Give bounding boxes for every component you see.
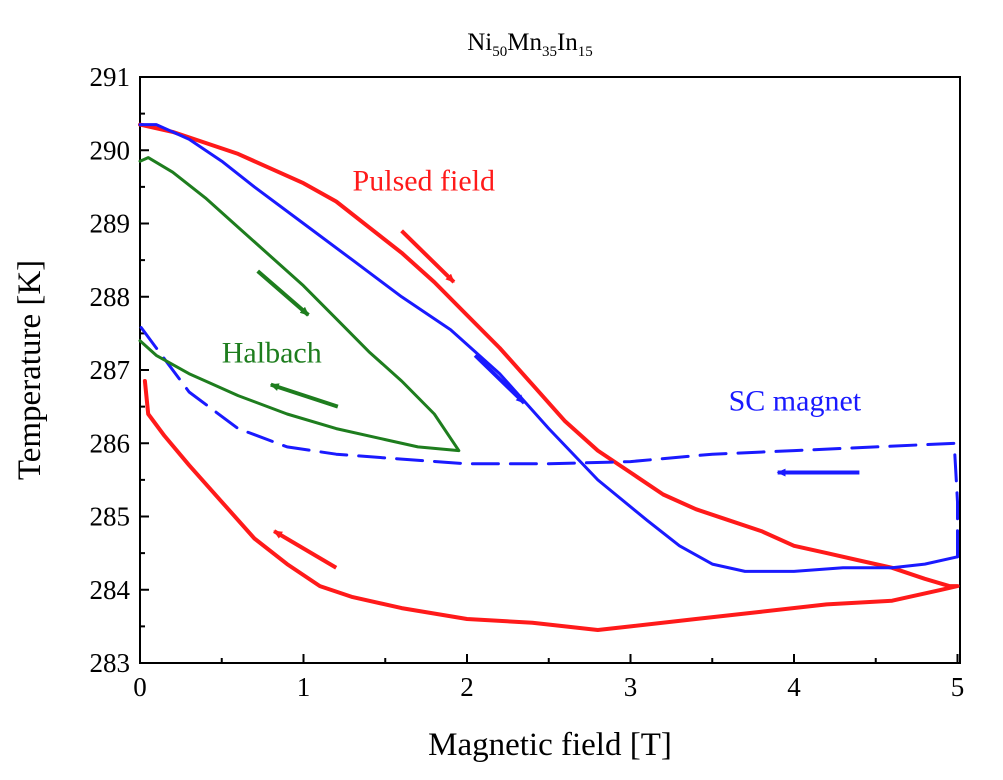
title-part: 35: [542, 44, 557, 60]
annotation-layer: Pulsed field SC magnet Halbach: [222, 165, 862, 418]
y-tick-label: 284: [90, 575, 131, 605]
y-tick-label: 287: [90, 355, 131, 385]
y-tick-label: 283: [90, 648, 131, 678]
series-line-sc_up: [138, 123, 959, 573]
series-layer: [138, 122, 960, 632]
title-part: In: [557, 29, 578, 56]
direction-arrow-sc: [473, 353, 526, 405]
title-part: Ni: [467, 29, 492, 56]
series-line-halbach: [138, 156, 461, 453]
y-tick-label: 288: [90, 282, 131, 312]
title-part: 15: [578, 44, 593, 60]
x-tick-label: 3: [624, 672, 638, 702]
x-axis-label: Magnetic field [T]: [428, 727, 672, 763]
y-axis-ticks: 283 284 285 286 287 288 289 290 291: [90, 62, 149, 678]
x-tick-label: 4: [787, 672, 801, 702]
x-tick-label: 2: [460, 672, 474, 702]
chart-title: Ni50Mn35In15: [467, 29, 593, 60]
y-tick-label: 291: [90, 62, 131, 92]
series-line-sc_down: [138, 324, 959, 559]
y-axis-label: Temperature [K]: [12, 260, 48, 480]
x-tick-label: 5: [951, 672, 965, 702]
y-tick-label: 290: [90, 135, 131, 165]
series-line-pulsed: [138, 122, 960, 632]
x-tick-label: 0: [133, 672, 147, 702]
direction-arrow-pulsed: [400, 229, 456, 284]
direction-arrow-pulsed: [273, 529, 338, 570]
direction-arrow-halbach: [269, 382, 339, 409]
title-part: 50: [492, 44, 507, 60]
y-tick-label: 289: [90, 209, 131, 239]
x-tick-label: 1: [297, 672, 311, 702]
y-tick-label: 286: [90, 428, 131, 458]
title-part: Mn: [507, 29, 542, 56]
annotation-sc: SC magnet: [729, 384, 862, 417]
annotation-pulsed: Pulsed field: [353, 165, 496, 198]
y-tick-label: 285: [90, 502, 131, 532]
x-axis-ticks: 0 1 2 3 4 5: [133, 654, 964, 702]
arrow-layer: [256, 229, 860, 570]
annotation-halbach: Halbach: [222, 337, 322, 370]
direction-arrow-halbach: [256, 269, 310, 317]
